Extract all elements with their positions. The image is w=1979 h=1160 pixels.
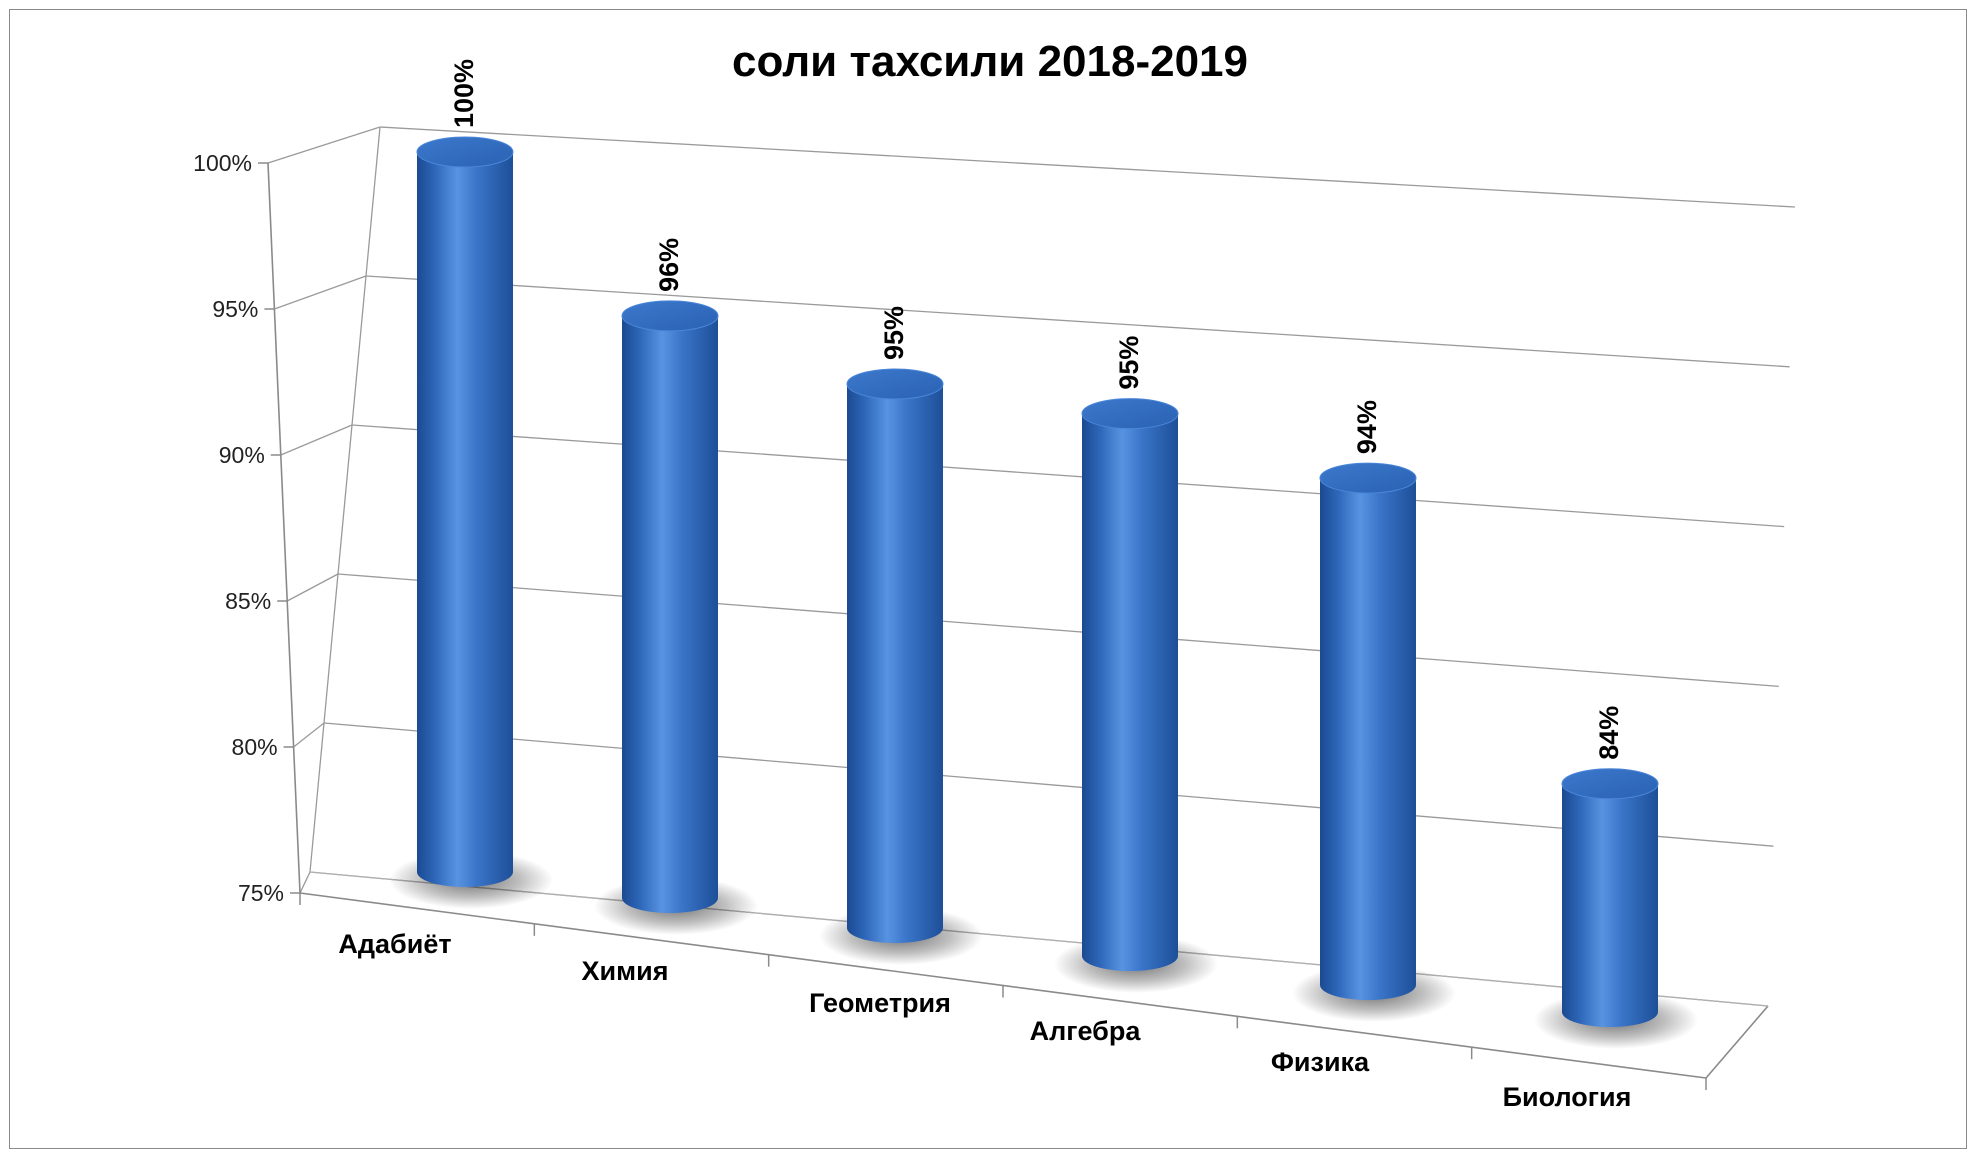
- x-tick-label: Геометрия: [809, 988, 951, 1018]
- bar-5: [1562, 783, 1658, 1027]
- x-tick-label: Адабиёт: [338, 929, 451, 959]
- x-tick-label: Алгебра: [1030, 1016, 1142, 1046]
- y-tick-label: 90%: [219, 442, 265, 468]
- gridline-side: [280, 424, 353, 456]
- gridline-side: [274, 275, 367, 310]
- bar-top-0: [416, 136, 514, 168]
- bar-1: [622, 315, 718, 913]
- x-tick-label: Биология: [1503, 1082, 1632, 1112]
- bar-0: [417, 152, 513, 887]
- labels: 75% 80% 85% 90% 95% 100% 100% 96% 95% 95% 94% 84% Ад…: [193, 59, 1631, 1112]
- y-tick-label: 80%: [232, 734, 278, 760]
- gridline: [323, 722, 1774, 847]
- data-label: 96%: [654, 238, 684, 292]
- gridline: [337, 573, 1779, 688]
- x-tick-label: Химия: [582, 956, 669, 986]
- bar-top-5: [1561, 768, 1659, 800]
- bar-top-3: [1081, 398, 1179, 430]
- gridline: [351, 424, 1785, 528]
- y-tick-label: 75%: [238, 880, 284, 906]
- bar-3: [1082, 413, 1178, 972]
- x-tick-label: Физика: [1271, 1047, 1370, 1077]
- data-label: 95%: [1114, 336, 1144, 390]
- gridline-side: [293, 722, 325, 748]
- y-tick-label: 100%: [193, 150, 252, 176]
- floor-back-edge: [309, 871, 1769, 1007]
- bars: [389, 136, 1698, 1049]
- gridline-side: [286, 573, 339, 602]
- chart-title: соли тахсили 2018-2019: [732, 37, 1248, 86]
- back-wall-edge: [309, 126, 381, 873]
- data-label: 95%: [879, 306, 909, 360]
- gridline: [379, 126, 1796, 208]
- data-label: 100%: [449, 59, 479, 128]
- bar-2: [847, 384, 943, 943]
- y-tick-label: 95%: [212, 296, 258, 322]
- y-tick-label: 85%: [225, 588, 271, 614]
- data-label: 94%: [1352, 400, 1382, 454]
- gridline-side: [299, 871, 311, 894]
- gridline: [365, 275, 1790, 368]
- bar-top-4: [1319, 462, 1417, 494]
- bar-4: [1320, 478, 1416, 1001]
- data-label: 84%: [1594, 706, 1624, 760]
- bar-top-1: [621, 300, 719, 332]
- y-axis-line: [267, 162, 301, 894]
- floor-right-edge: [1705, 1005, 1769, 1079]
- gridline-side: [267, 126, 381, 164]
- bar-top-2: [846, 368, 944, 400]
- axes: [258, 126, 1769, 1090]
